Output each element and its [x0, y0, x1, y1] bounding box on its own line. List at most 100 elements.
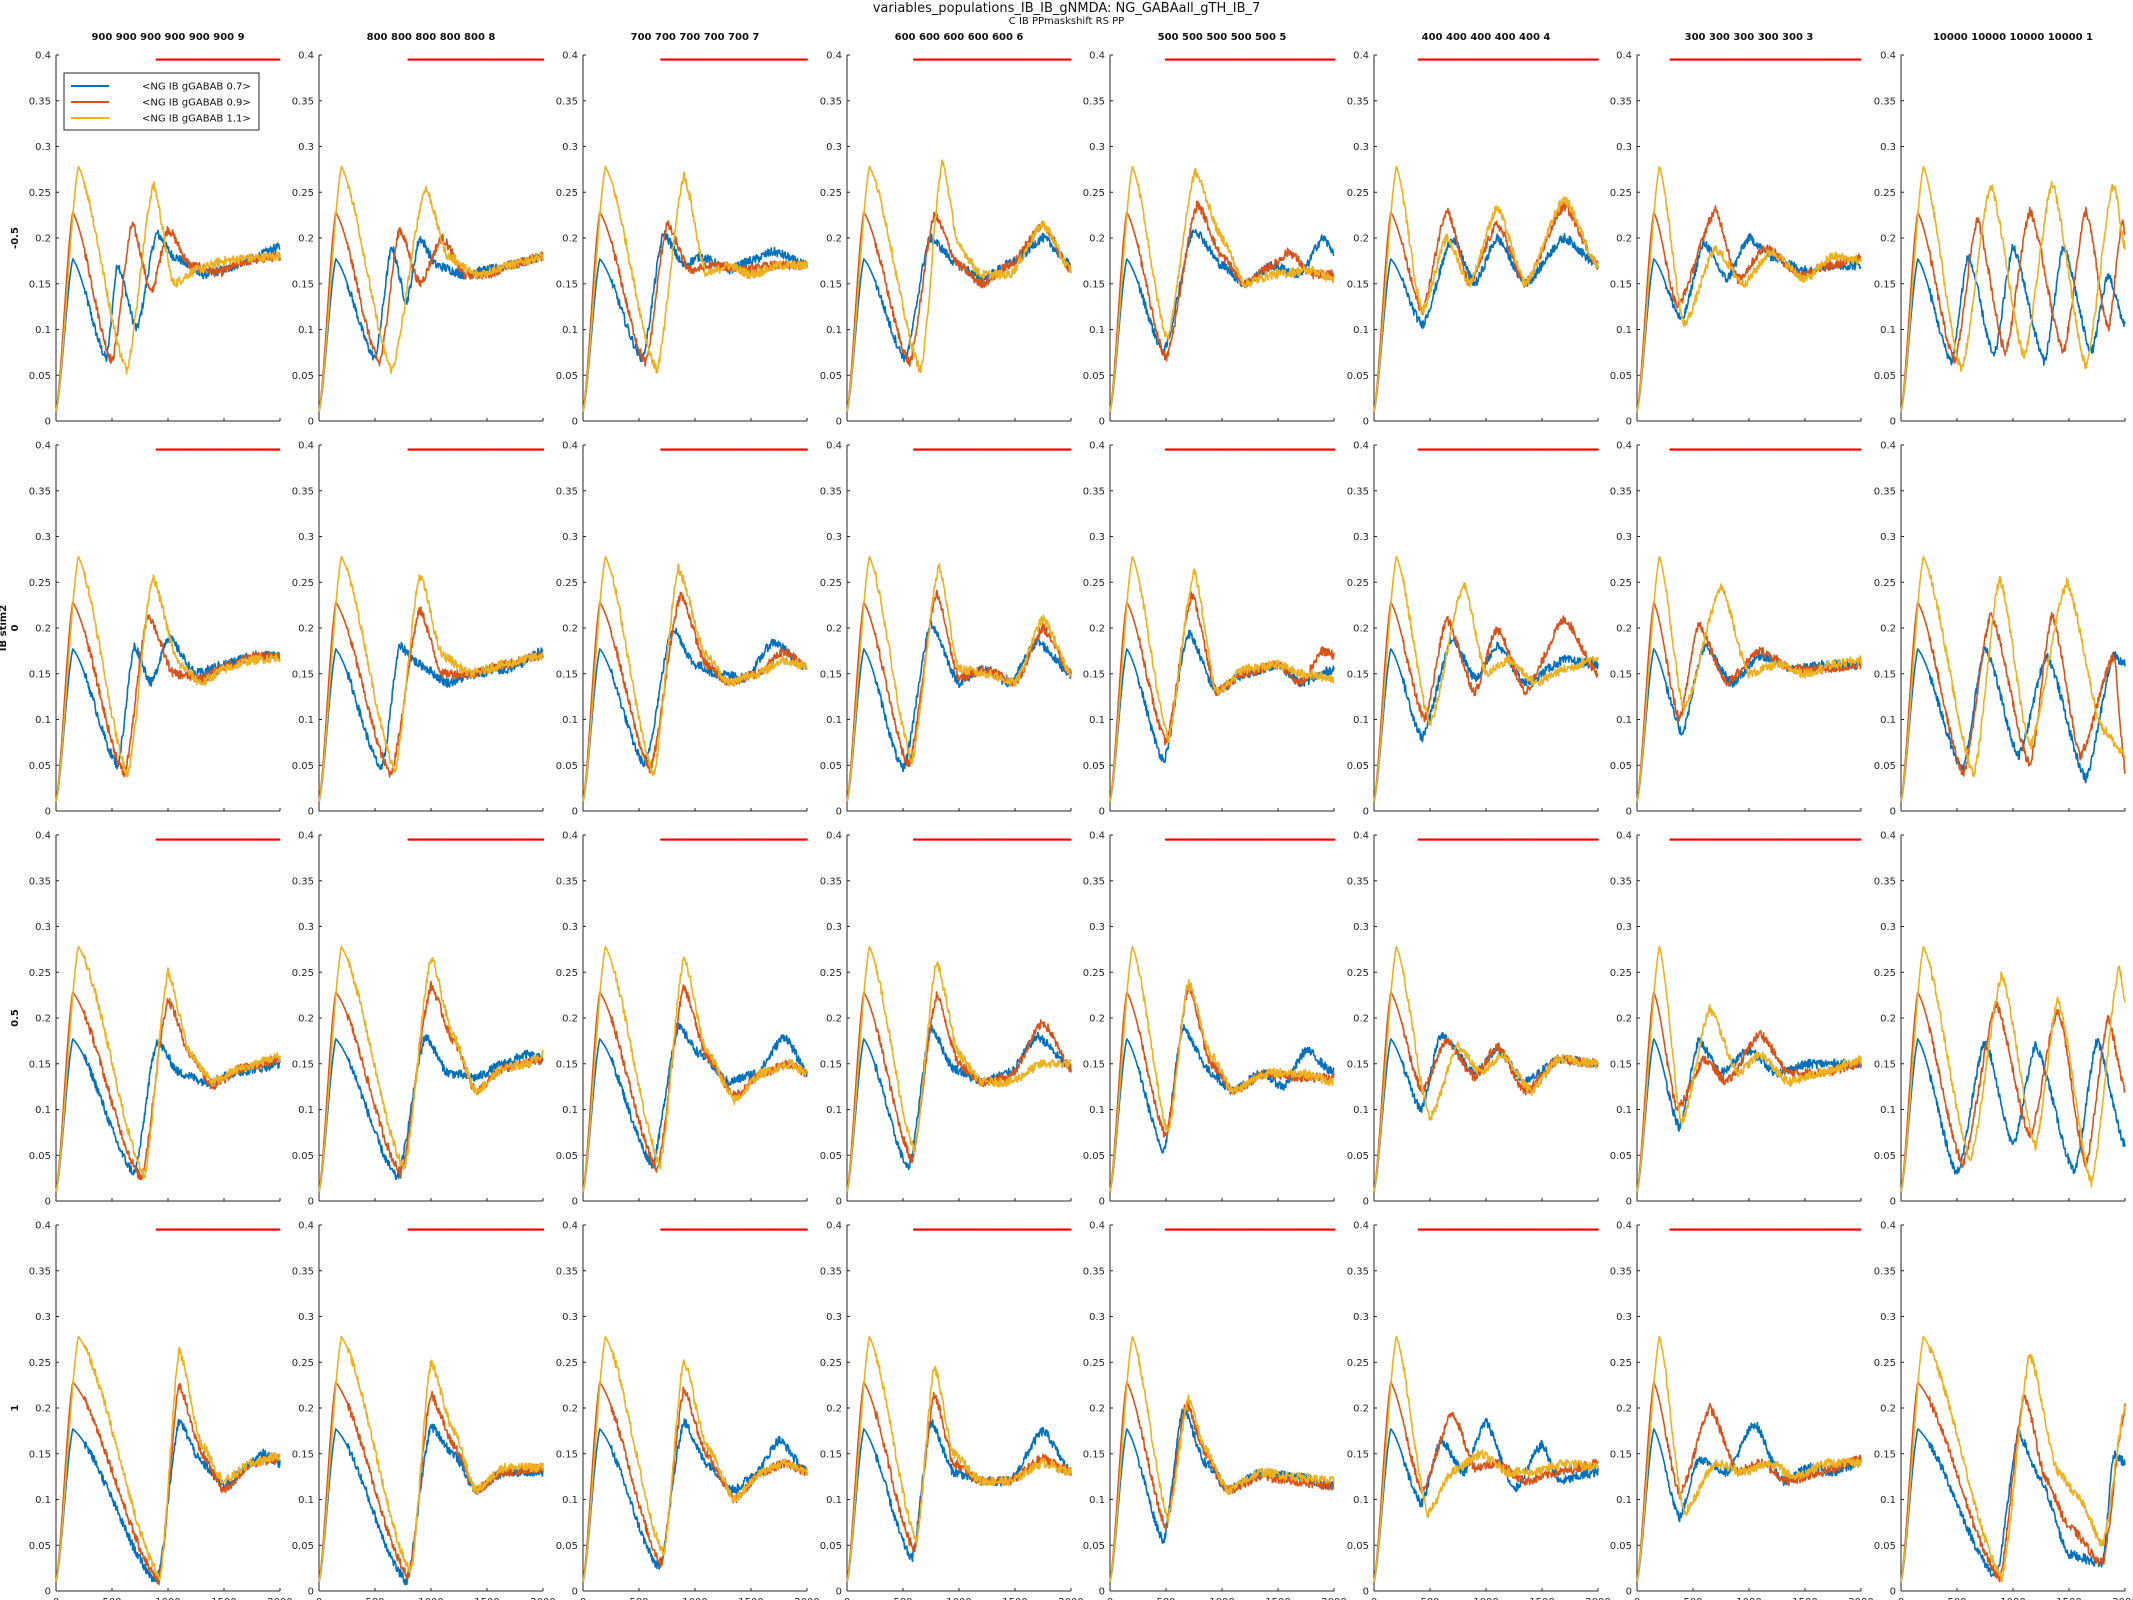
- y-tick-label: 0.35: [292, 1266, 314, 1277]
- y-tick-label: 0.25: [556, 968, 578, 979]
- y-tick-label: 0.35: [1610, 96, 1632, 107]
- y-tick-label: 0.15: [820, 1449, 842, 1460]
- y-tick-label: 0.25: [29, 968, 51, 979]
- y-tick-label: 0: [572, 417, 578, 428]
- y-tick-label: 0.15: [1610, 1059, 1632, 1070]
- y-tick-label: 0.15: [820, 669, 842, 680]
- y-tick-label: 0: [1890, 807, 1896, 818]
- x-tick-label: 2000: [1058, 1597, 1083, 1600]
- series-line-2: [55, 211, 281, 413]
- y-tick-label: 0.3: [298, 922, 314, 933]
- y-tick-label: 0: [308, 1587, 314, 1598]
- x-tick-label: 500: [365, 1597, 384, 1600]
- series-line-2: [1373, 601, 1599, 803]
- y-tick-label: 0.25: [1083, 578, 1105, 589]
- stim-marker: [541, 448, 545, 451]
- y-tick-label: 0.3: [562, 532, 578, 543]
- y-tick-label: 0.35: [1347, 876, 1369, 887]
- series-line-2: [582, 211, 808, 413]
- series-line-1: [846, 619, 1072, 803]
- y-tick-label: 0.05: [1610, 371, 1632, 382]
- y-tick-label: 0.25: [29, 1358, 51, 1369]
- y-tick-label: 0.35: [1347, 96, 1369, 107]
- y-tick-label: 0.4: [826, 1221, 842, 1232]
- series-line-2: [846, 589, 1072, 803]
- stim-marker: [1332, 838, 1336, 841]
- y-tick-label: 0.1: [1616, 1495, 1632, 1506]
- x-tick-label: 500: [629, 1597, 648, 1600]
- y-tick-label: 0.35: [1083, 1266, 1105, 1277]
- stim-marker: [1068, 1228, 1072, 1231]
- y-tick-label: 0.05: [820, 1541, 842, 1552]
- series-line-1: [55, 1038, 281, 1192]
- y-tick-label: 0: [836, 1587, 842, 1598]
- y-tick-label: 0.25: [1347, 1358, 1369, 1369]
- y-tick-label: 0.15: [1610, 669, 1632, 680]
- y-tick-label: 0.35: [1083, 96, 1105, 107]
- y-tick-label: 0.3: [1616, 532, 1632, 543]
- y-tick-label: 0.35: [556, 96, 578, 107]
- y-tick-label: 0.4: [1616, 1221, 1632, 1232]
- series-line-1: [1109, 629, 1335, 803]
- y-tick-label: 0.35: [820, 486, 842, 497]
- y-tick-label: 0: [1626, 1587, 1632, 1598]
- series-line-2: [1373, 201, 1599, 413]
- x-tick-label: 0: [1371, 1597, 1377, 1600]
- y-tick-label: 0.05: [820, 1151, 842, 1162]
- y-tick-label: 0.2: [1616, 1404, 1632, 1415]
- series-line-2: [318, 601, 544, 803]
- y-tick-label: 0.4: [35, 441, 51, 452]
- y-tick-label: 0.25: [1347, 968, 1369, 979]
- y-tick-label: 0.25: [1347, 188, 1369, 199]
- stim-marker: [1332, 1228, 1336, 1231]
- y-tick-label: 0: [836, 417, 842, 428]
- y-tick-label: 0.2: [1616, 1014, 1632, 1025]
- y-tick-label: 0.4: [1616, 441, 1632, 452]
- y-tick-label: 0.2: [35, 234, 51, 245]
- x-tick-label: 1000: [946, 1597, 971, 1600]
- y-tick-label: 0.1: [1880, 1495, 1896, 1506]
- y-tick-label: 0: [1626, 807, 1632, 818]
- y-tick-label: 0.15: [1347, 1059, 1369, 1070]
- series-line-2: [1636, 991, 1862, 1192]
- y-tick-label: 0.35: [1083, 486, 1105, 497]
- y-tick-label: 0.35: [1610, 486, 1632, 497]
- y-tick-label: 0.4: [1880, 441, 1896, 452]
- y-tick-label: 0.4: [1880, 51, 1896, 62]
- figure-title: variables_populations_IB_IB_gNMDA: NG_GA…: [872, 1, 1261, 16]
- y-tick-label: 0.35: [1083, 876, 1105, 887]
- stim-marker: [277, 448, 281, 451]
- x-tick-label: 0: [316, 1597, 322, 1600]
- stim-marker: [805, 1228, 808, 1231]
- y-tick-label: 0.05: [1083, 761, 1105, 772]
- series-line-1: [1373, 233, 1599, 413]
- y-tick-label: 0.1: [298, 715, 314, 726]
- series-line-3: [1373, 165, 1599, 413]
- y-tick-label: 0.2: [826, 234, 842, 245]
- series-line-1: [582, 627, 808, 803]
- y-tick-label: 0.3: [298, 532, 314, 543]
- y-tick-label: 0.1: [562, 1105, 578, 1116]
- y-tick-label: 0.2: [562, 234, 578, 245]
- y-tick-label: 0.25: [556, 578, 578, 589]
- y-tick-label: 0.15: [1874, 279, 1896, 290]
- y-tick-label: 0.4: [562, 51, 578, 62]
- y-tick-label: 0: [1890, 1587, 1896, 1598]
- row-label: 0: [10, 624, 21, 631]
- series-line-3: [1373, 945, 1599, 1192]
- y-tick-label: 0.15: [1083, 1059, 1105, 1070]
- y-tick-label: 0.25: [292, 578, 314, 589]
- y-tick-label: 0.05: [1610, 1151, 1632, 1162]
- y-tick-label: 0.05: [820, 371, 842, 382]
- figure-subtitle: C IB PPmaskshift RS PP: [1008, 16, 1125, 27]
- stim-marker: [805, 448, 808, 451]
- y-tick-label: 0: [308, 417, 314, 428]
- y-tick-label: 0.15: [29, 1059, 51, 1070]
- y-tick-label: 0.35: [29, 876, 51, 887]
- x-tick-label: 2000: [1321, 1597, 1346, 1600]
- y-tick-label: 0.4: [826, 51, 842, 62]
- series-line-1: [1636, 233, 1862, 413]
- y-tick-label: 0.2: [298, 1404, 314, 1415]
- y-tick-label: 0.25: [1874, 578, 1896, 589]
